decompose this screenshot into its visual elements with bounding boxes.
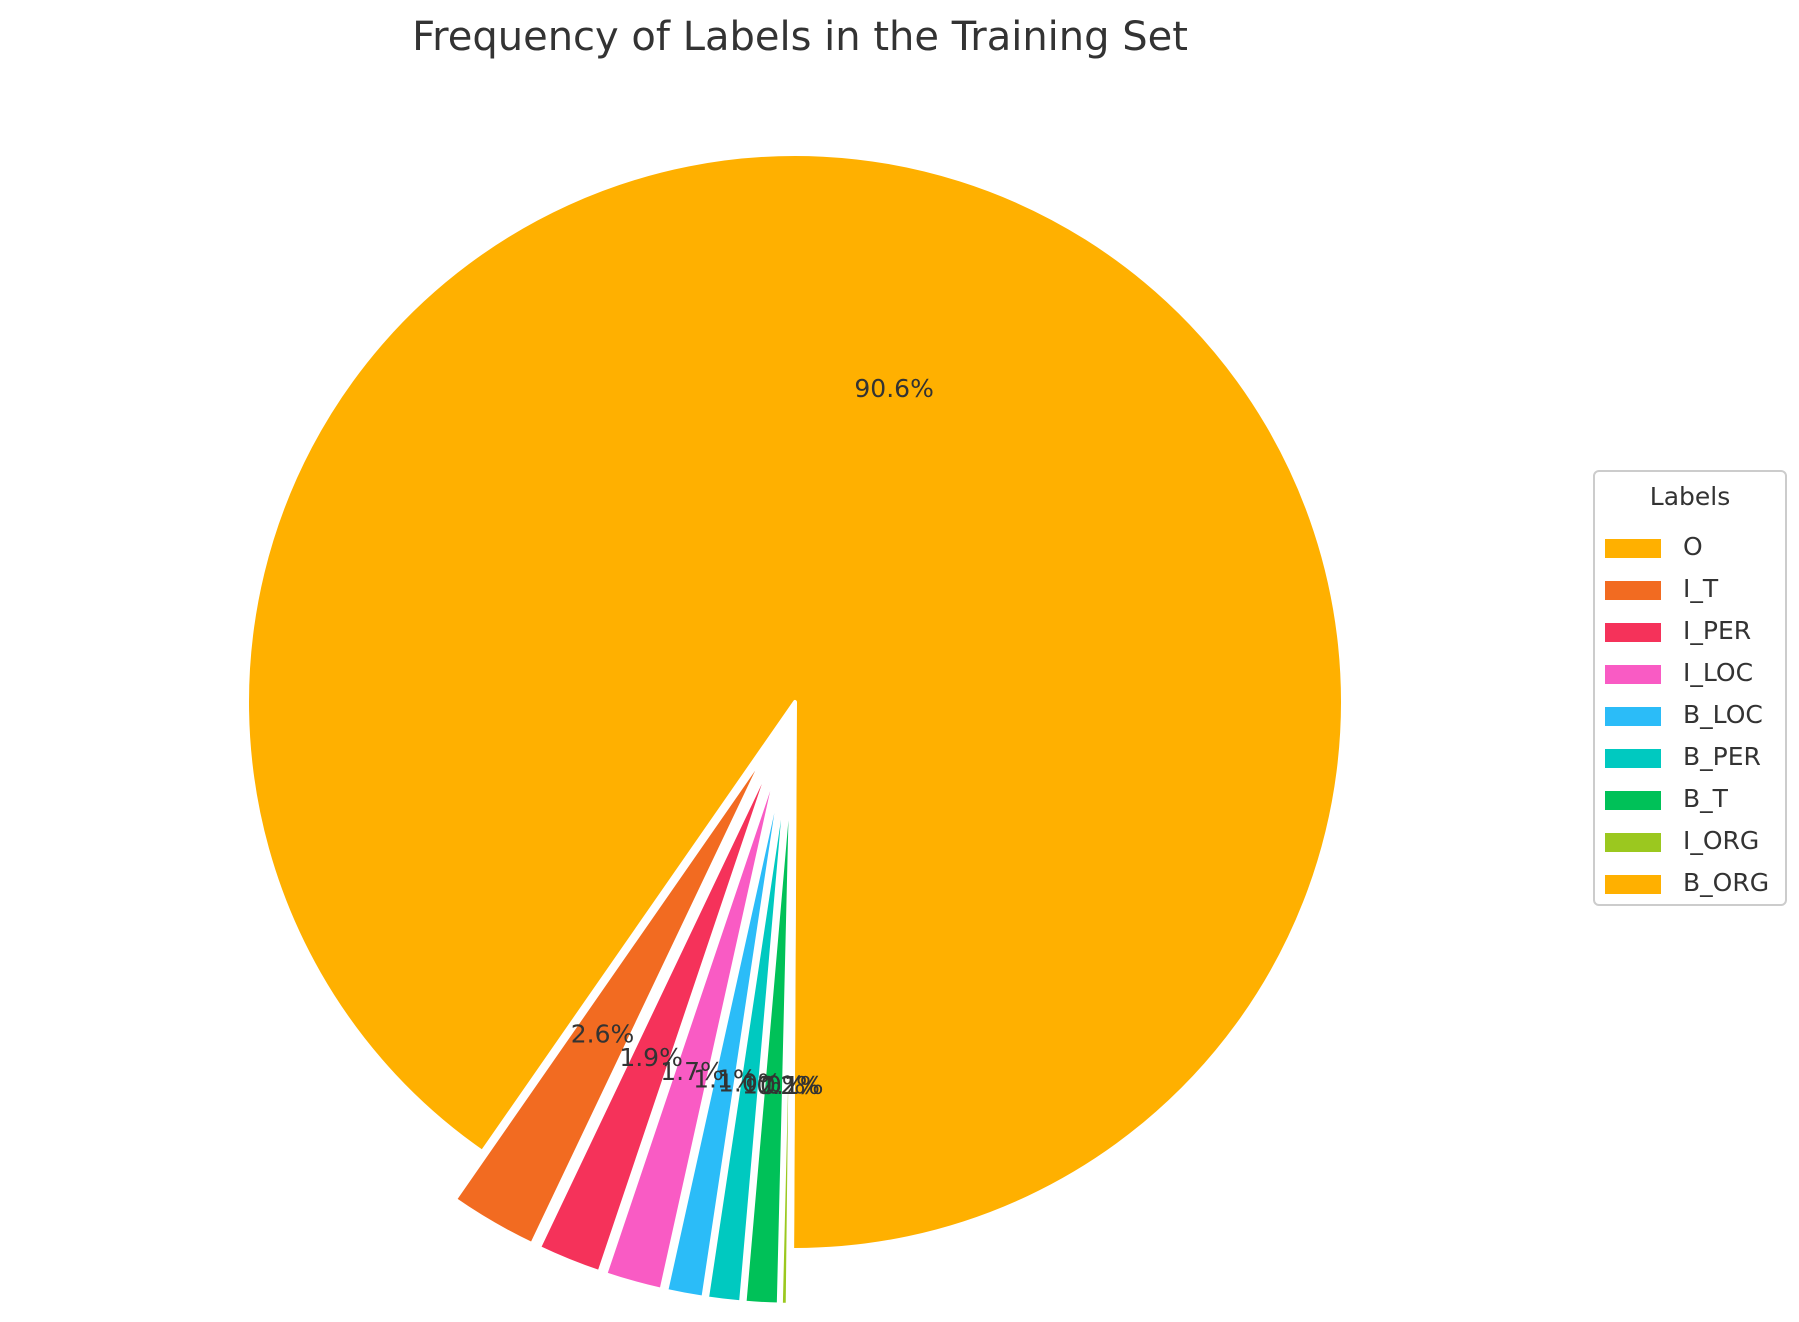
legend-label: I_ORG	[1683, 826, 1760, 855]
legend-item-o: O	[1595, 532, 1785, 562]
legend-label: B_PER	[1683, 742, 1761, 771]
pie-label-i-org: 0.2%	[756, 1071, 820, 1100]
legend-label: B_LOC	[1683, 700, 1763, 729]
legend-label: O	[1683, 532, 1703, 561]
pie-label-i-loc: 1.7%	[660, 1057, 724, 1086]
pie-slice-i-loc	[603, 752, 783, 1292]
legend-swatch	[1605, 539, 1661, 558]
pie-label-b-loc: 1.1%	[693, 1065, 757, 1094]
pie-slice-b-per	[704, 754, 791, 1305]
pie-slice-b-org	[786, 754, 797, 1307]
legend-label: I_LOC	[1683, 658, 1754, 687]
legend-swatch	[1605, 707, 1661, 726]
legend-item-b-loc: B_LOC	[1595, 700, 1785, 730]
legend-swatch	[1605, 791, 1661, 810]
pie-slice-b-t	[742, 754, 794, 1307]
legend: Labels O I_T I_PER I_LOC B_LOC B_PER B_T I_ORG B…	[1593, 470, 1787, 906]
legend-swatch	[1605, 749, 1661, 768]
legend-item-i-loc: I_LOC	[1595, 658, 1785, 688]
legend-item-i-t: I_T	[1595, 574, 1785, 604]
pie-label-i-t: 2.6%	[571, 1019, 635, 1048]
pie-slice-i-per	[536, 750, 777, 1275]
pie-percent-labels: 90.6% 2.6%1.9%1.7%1.1%1.0%1.0%0.2%0.1%	[571, 374, 934, 1100]
pie-label-b-per: 1.0%	[718, 1068, 782, 1097]
legend-item-b-t: B_T	[1595, 784, 1785, 814]
pie-label-b-org: 0.1%	[760, 1071, 824, 1100]
pie-label-i-per: 1.9%	[619, 1043, 683, 1072]
pie-slice-i-t	[452, 747, 770, 1247]
pie-label-o: 90.6%	[854, 374, 933, 403]
legend-swatch	[1605, 623, 1661, 642]
legend-swatch	[1605, 665, 1661, 684]
pie-slices	[245, 152, 1345, 1307]
legend-label: B_ORG	[1683, 868, 1770, 897]
legend-label: I_PER	[1683, 616, 1752, 645]
legend-item-i-per: I_PER	[1595, 616, 1785, 646]
legend-item-b-org: B_ORG	[1595, 868, 1785, 898]
pie-slice-b-loc	[664, 753, 787, 1300]
legend-swatch	[1605, 833, 1661, 852]
legend-title: Labels	[1649, 482, 1731, 511]
pie-label-b-t: 1.0%	[742, 1071, 806, 1100]
legend-label: B_T	[1683, 784, 1728, 813]
legend-label: I_T	[1683, 574, 1719, 603]
legend-swatch	[1605, 875, 1661, 894]
pie-slice-o	[245, 152, 1345, 1252]
legend-swatch	[1605, 581, 1661, 600]
legend-item-b-per: B_PER	[1595, 742, 1785, 772]
legend-item-i-org: I_ORG	[1595, 826, 1785, 856]
chart-title: Frequency of Labels in the Training Set	[412, 14, 1188, 60]
